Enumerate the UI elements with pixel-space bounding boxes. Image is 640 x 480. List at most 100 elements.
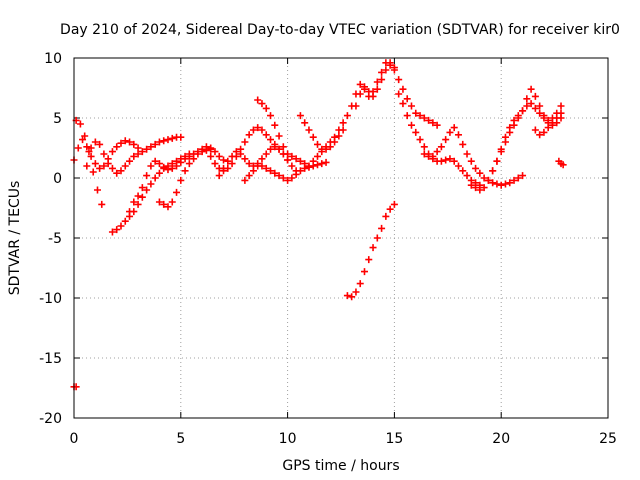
y-tick-label: 0 <box>53 171 62 187</box>
data-point <box>497 181 505 189</box>
data-point <box>245 172 253 180</box>
data-point <box>134 144 142 152</box>
series-sat-q <box>467 100 565 194</box>
data-point <box>138 184 146 192</box>
data-point <box>557 109 565 117</box>
data-point <box>194 150 202 158</box>
series-sat-s <box>531 109 565 139</box>
data-point <box>271 169 279 177</box>
data-point <box>514 174 522 182</box>
data-point <box>121 217 129 225</box>
y-tick-label: 5 <box>53 111 62 127</box>
data-point <box>245 131 253 139</box>
data-point <box>407 102 415 110</box>
data-point <box>472 164 480 172</box>
data-point <box>185 152 193 160</box>
data-point <box>314 152 322 160</box>
series-sat-e <box>126 143 228 216</box>
data-point <box>497 145 505 153</box>
series-sat-c <box>83 133 185 177</box>
data-point <box>536 102 544 110</box>
data-point <box>258 155 266 163</box>
data-point <box>523 102 531 110</box>
y-tick-label: 10 <box>44 51 62 67</box>
data-point <box>463 172 471 180</box>
data-point <box>74 144 82 152</box>
data-point <box>138 193 146 201</box>
data-point <box>173 188 181 196</box>
data-point <box>237 150 245 158</box>
data-point <box>348 293 356 301</box>
data-point <box>104 160 112 168</box>
data-point <box>271 143 279 151</box>
data-point <box>134 192 142 200</box>
data-point <box>407 121 415 129</box>
data-point <box>301 160 309 168</box>
data-point <box>301 119 309 127</box>
series-sat-f <box>155 145 215 211</box>
data-point <box>506 124 514 132</box>
data-point <box>117 139 125 147</box>
data-point <box>177 158 185 166</box>
data-point <box>108 164 116 172</box>
data-point <box>322 143 330 151</box>
data-point <box>284 156 292 164</box>
series-sat-h <box>215 143 300 180</box>
data-point <box>450 124 458 132</box>
data-point <box>331 133 339 141</box>
data-point <box>390 200 398 208</box>
data-point <box>292 170 300 178</box>
x-tick-label: 5 <box>176 431 185 447</box>
data-point <box>446 128 454 136</box>
x-axis-label: GPS time / hours <box>282 458 399 474</box>
data-point <box>352 102 360 110</box>
data-point <box>531 126 539 134</box>
data-point <box>190 155 198 163</box>
data-point <box>168 164 176 172</box>
data-point <box>155 160 163 168</box>
data-point <box>81 132 89 140</box>
data-point <box>164 166 172 174</box>
data-point <box>365 88 373 96</box>
data-point <box>258 100 266 108</box>
series-sat-p <box>420 124 527 189</box>
data-point <box>232 148 240 156</box>
data-point <box>207 145 215 153</box>
data-point <box>98 200 106 208</box>
data-point <box>536 131 544 139</box>
data-point <box>258 126 266 134</box>
series-sat-m <box>352 61 441 129</box>
data-point <box>279 143 287 151</box>
data-point <box>378 76 386 84</box>
data-point <box>356 90 364 98</box>
data-point <box>262 150 270 158</box>
data-point <box>309 133 317 141</box>
data-point <box>113 143 121 151</box>
data-point <box>147 180 155 188</box>
x-tick-label: 10 <box>279 431 297 447</box>
data-point <box>425 116 433 124</box>
data-point <box>523 95 531 103</box>
data-point <box>305 162 313 170</box>
data-point <box>241 155 249 163</box>
data-point <box>416 136 424 144</box>
data-point <box>262 131 270 139</box>
data-point <box>164 203 172 211</box>
data-point <box>258 162 266 170</box>
y-axis-label: SDTVAR / TECUs <box>7 181 23 296</box>
data-point <box>275 172 283 180</box>
data-point <box>484 176 492 184</box>
data-point <box>215 172 223 180</box>
series-sat-u <box>70 383 80 391</box>
data-points <box>70 59 567 391</box>
data-point <box>420 150 428 158</box>
data-point <box>198 148 206 156</box>
data-point <box>100 150 108 158</box>
plot-frame <box>73 57 609 419</box>
data-point <box>463 150 471 158</box>
data-point <box>454 162 462 170</box>
data-point <box>108 228 116 236</box>
data-point <box>155 138 163 146</box>
data-point <box>168 198 176 206</box>
x-tick-label: 20 <box>492 431 510 447</box>
